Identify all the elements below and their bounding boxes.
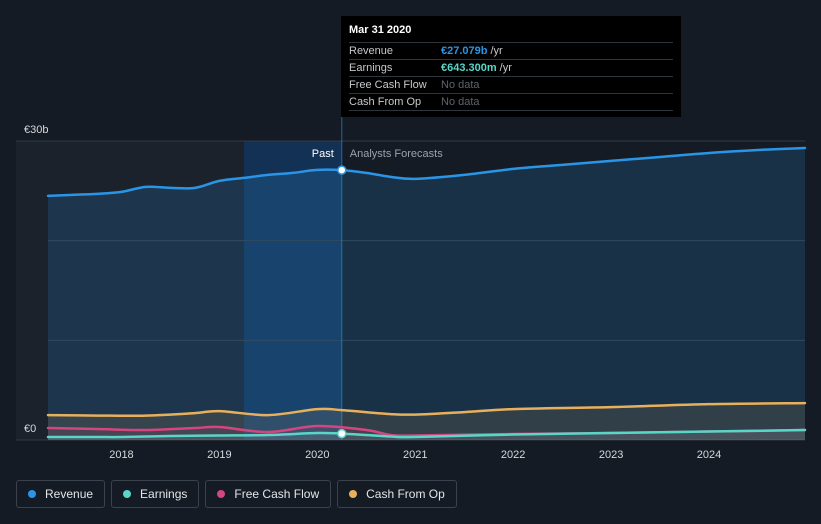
highlight-region: [243, 141, 342, 440]
tooltip-label: Revenue: [349, 45, 394, 57]
tooltip-unit: /yr: [490, 45, 503, 57]
legend-label: Cash From Op: [366, 487, 445, 501]
hover-markers: [337, 165, 347, 439]
tooltip-row-free-cash-flow: Free Cash Flow No data: [349, 76, 673, 93]
cash_from_op-area: [48, 403, 805, 440]
tooltip-row-revenue: Revenue €27.079b /yr: [349, 42, 673, 59]
x-tick-label: 2021: [403, 449, 427, 461]
y-tick-label: €30b: [24, 124, 48, 136]
legend-dot: [217, 490, 226, 498]
legend-item-revenue[interactable]: Revenue: [16, 480, 106, 508]
x-tick-label: 2020: [305, 449, 329, 461]
x-tick-label: 2019: [207, 449, 231, 461]
tooltip-value: €27.079b: [441, 45, 488, 57]
revenue-area: [48, 147, 805, 440]
chart-legend: Revenue Earnings Free Cash Flow Cash Fro…: [16, 480, 463, 508]
x-tick-label: 2022: [501, 449, 525, 461]
earnings-marker: [337, 428, 347, 439]
x-tick-label: 2018: [109, 449, 133, 461]
earnings-area: [48, 430, 805, 440]
tooltip-row-earnings: Earnings €643.300m /yr: [349, 59, 673, 76]
x-tick-label: 2023: [599, 449, 623, 461]
legend-item-free-cash-flow[interactable]: Free Cash Flow: [205, 480, 332, 508]
revenue-earnings-chart: €30b €0 2018 2019 2020 2021 2022 2023 2024 Past An…: [16, 117, 807, 461]
tooltip-value: No data: [441, 79, 480, 91]
series-lines: [46, 146, 807, 439]
tooltip-value: No data: [441, 96, 480, 108]
tooltip-value: €643.300m: [441, 62, 497, 74]
cash_from_op-line: [46, 401, 807, 418]
tooltip-label: Earnings: [349, 62, 393, 74]
axis-labels: €30b €0 2018 2019 2020 2021 2022 2023 2024 Past An…: [24, 124, 721, 461]
legend-dot: [123, 490, 132, 498]
series-areas: [48, 147, 805, 440]
y-tick-label: €0: [24, 423, 36, 435]
legend-dot: [28, 490, 36, 498]
tooltip-date: Mar 31 2020: [349, 24, 412, 36]
legend-label: Revenue: [45, 487, 94, 501]
tooltip-label: Free Cash Flow: [349, 79, 427, 91]
hover-tooltip: Mar 31 2020 Revenue €27.079b /yr Earning…: [341, 16, 681, 117]
legend-label: Earnings: [140, 487, 188, 501]
tooltip-unit: /yr: [499, 62, 512, 74]
revenue-marker: [337, 165, 347, 175]
legend-dot: [349, 490, 358, 498]
past-label: Past: [312, 148, 334, 160]
legend-label: Free Cash Flow: [234, 487, 320, 501]
tooltip-label: Cash From Op: [349, 96, 422, 108]
legend-item-earnings[interactable]: Earnings: [111, 480, 200, 508]
tooltip-row-cash-from-op: Cash From Op No data: [349, 93, 673, 111]
revenue-line: [46, 146, 807, 198]
x-tick-label: 2024: [697, 449, 721, 461]
legend-item-cash-from-op[interactable]: Cash From Op: [337, 480, 457, 508]
forecast-label: Analysts Forecasts: [350, 148, 443, 160]
